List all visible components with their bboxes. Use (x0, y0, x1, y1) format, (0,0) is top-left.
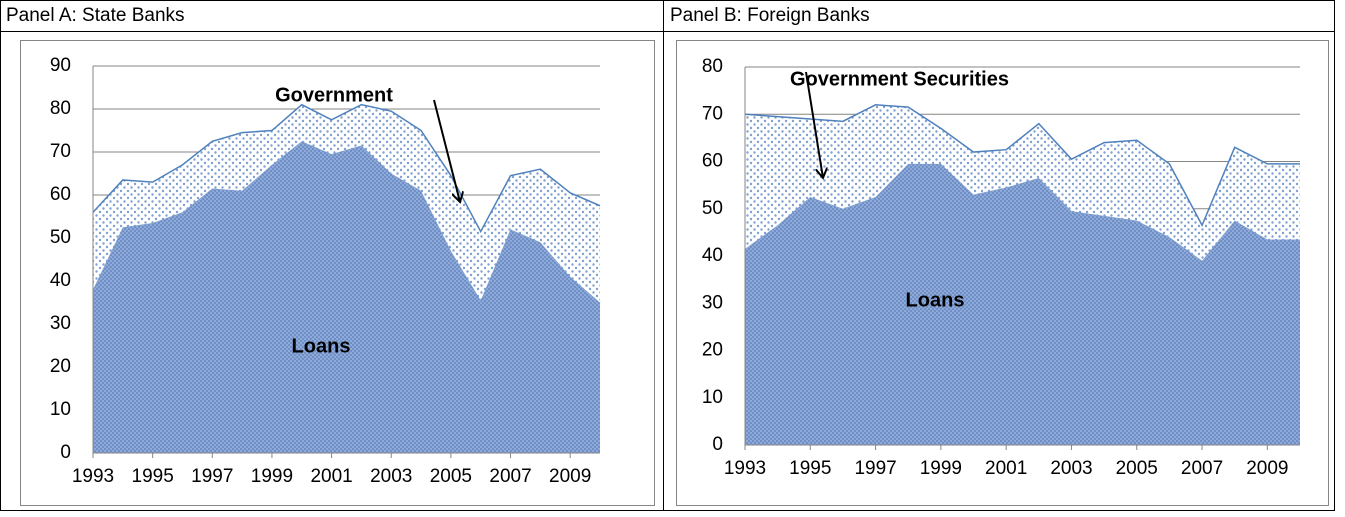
y-tick-label: 0 (712, 434, 723, 455)
x-tick-label: 2001 (310, 466, 352, 487)
x-tick-label: 2009 (549, 466, 591, 487)
x-tick-label: 1995 (132, 466, 174, 487)
x-tick-label: 1993 (72, 466, 114, 487)
annotation: Loans (906, 289, 965, 311)
x-tick-label: 1997 (191, 466, 233, 487)
x-tick-label: 1999 (251, 466, 293, 487)
y-tick-label: 80 (50, 98, 71, 119)
annotation: Government (275, 84, 393, 106)
panel-title: Panel A: State Banks (6, 5, 185, 26)
y-tick-label: 50 (702, 198, 723, 219)
x-tick-label: 1993 (724, 458, 766, 479)
annotation: Government Securities (790, 68, 1009, 90)
area (745, 163, 1300, 446)
x-tick-label: 1997 (854, 458, 896, 479)
area-edge (744, 104, 1300, 228)
x-tick-label: 2001 (985, 458, 1027, 479)
y-tick-label: 70 (50, 141, 71, 162)
panel-title: Panel B: Foreign Banks (670, 5, 870, 26)
y-tick-label: 30 (702, 292, 723, 313)
y-tick-label: 20 (702, 340, 723, 361)
area-edge (92, 103, 601, 234)
y-tick-label: 10 (702, 387, 723, 408)
area (93, 104, 600, 303)
x-tick-label: 2009 (1246, 458, 1288, 479)
y-tick-label: 20 (50, 356, 71, 377)
charts: Panel A: State Banks 0 10 20 30 40 50 60 70 80 90 1… (6, 5, 1300, 487)
y-tick-label: 80 (702, 56, 723, 77)
x-tick-label: 1995 (789, 458, 831, 479)
area-edge (92, 140, 601, 304)
x-tick-label: 2007 (1181, 458, 1223, 479)
y-tick-label: 30 (50, 313, 71, 334)
y-tick-label: 60 (50, 184, 71, 205)
x-tick-label: 2003 (1050, 458, 1092, 479)
arrow (433, 99, 460, 202)
x-tick-label: 2007 (489, 466, 531, 487)
y-tick-label: 40 (50, 270, 71, 291)
area (745, 104, 1300, 261)
annotation: Loans (292, 335, 351, 357)
x-tick-label: 1999 (920, 458, 962, 479)
area-edge (744, 163, 1300, 262)
arrow (805, 71, 823, 178)
y-tick-label: 60 (702, 151, 723, 172)
y-tick-label: 10 (50, 399, 71, 420)
y-tick-label: 90 (50, 55, 71, 76)
x-tick-label: 2005 (1116, 458, 1158, 479)
y-tick-label: 0 (60, 442, 71, 463)
y-tick-label: 70 (702, 103, 723, 124)
y-tick-label: 40 (702, 245, 723, 266)
area (93, 141, 600, 453)
y-tick-label: 50 (50, 227, 71, 248)
x-tick-label: 2003 (370, 466, 412, 487)
x-tick-label: 2005 (430, 466, 472, 487)
